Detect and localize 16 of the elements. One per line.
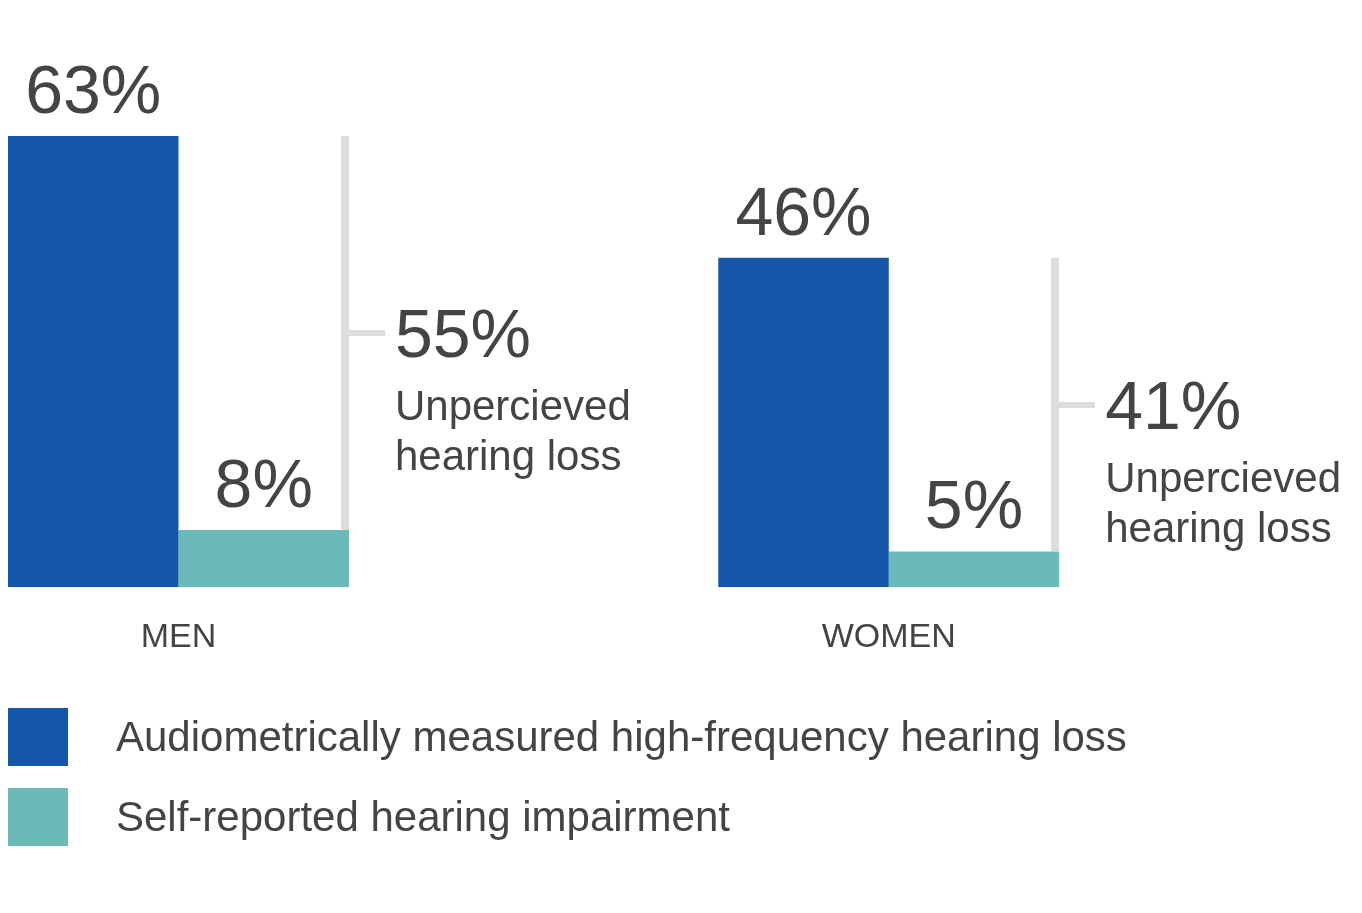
x-tick-label: WOMEN — [821, 615, 956, 654]
bar — [888, 551, 1060, 588]
legend-label: Audiometrically measured high-frequency hearing loss — [116, 713, 1127, 761]
data-label: 46% — [735, 172, 872, 249]
annotation: 55% — [394, 294, 533, 373]
data-label: 8% — [214, 444, 313, 521]
bar — [718, 257, 889, 588]
annotation: Unpercieved hearing loss — [394, 381, 632, 481]
bar — [178, 529, 349, 588]
bar — [8, 136, 179, 588]
data-label: 5% — [924, 466, 1024, 543]
annotation: 41% — [1105, 365, 1243, 445]
annotation: Unpercieved hearing loss — [1105, 452, 1343, 553]
data-label: 63% — [25, 50, 162, 127]
x-tick-label: MEN — [140, 615, 217, 654]
legend-label: Self-reported hearing impairment — [116, 793, 730, 841]
